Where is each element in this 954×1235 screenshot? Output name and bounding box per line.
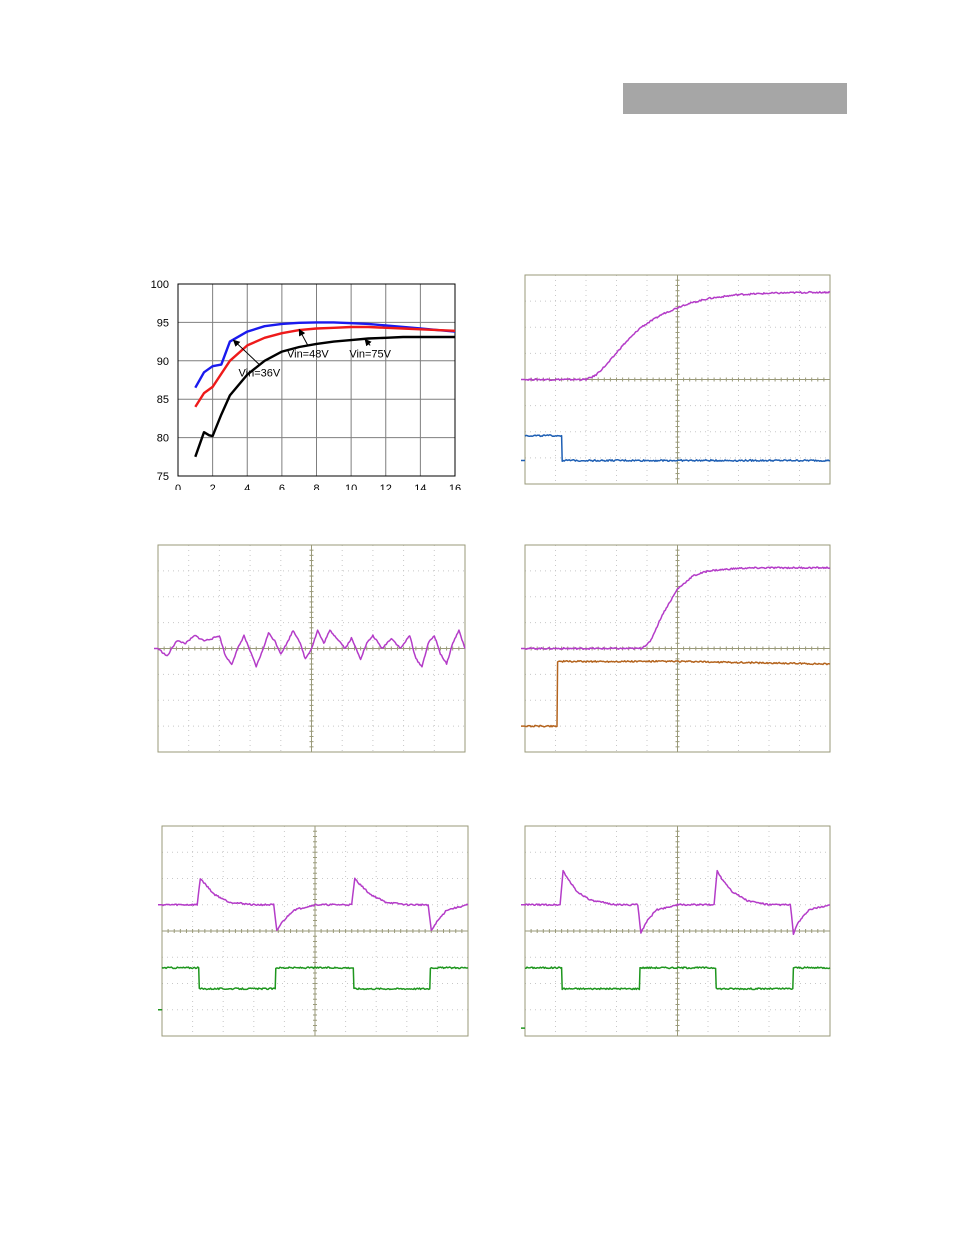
x-tick-label: 2 [210, 483, 216, 490]
efficiency-chart: 0 2 4 6 8 10 12 14 16 75 80 85 90 95 100 Vin=36V Vin=48V… [151, 279, 461, 490]
header-bar [623, 83, 847, 114]
trace-line [161, 877, 469, 932]
x-tick-label: 12 [380, 483, 392, 490]
x-tick-label: 0 [175, 483, 181, 490]
annotation-label: Vin=75V [349, 348, 391, 360]
y-tick-label: 100 [151, 279, 169, 291]
x-tick-label: 6 [279, 483, 285, 490]
annotation-arrow [364, 338, 372, 347]
trace-line [524, 290, 831, 382]
trace-line [524, 434, 831, 463]
trace-line [161, 966, 469, 991]
trace-line [524, 966, 831, 991]
scope-frame [524, 825, 831, 1037]
x-tick-label: 16 [449, 483, 461, 490]
y-tick-label: 80 [157, 433, 169, 445]
trace-line [157, 629, 466, 668]
y-tick-label: 75 [157, 471, 169, 483]
y-tick-label: 85 [157, 394, 169, 406]
x-tick-label: 8 [313, 483, 319, 490]
series-line [194, 335, 455, 458]
plot-frame [177, 283, 456, 477]
x-tick-label: 4 [244, 483, 250, 490]
x-tick-label: 10 [345, 483, 357, 490]
x-tick-label: 14 [414, 483, 426, 490]
scope-turn-on-chart [521, 544, 831, 753]
annotation-label: Vin=36V [239, 368, 281, 380]
scope-ripple-chart [154, 544, 466, 753]
trace-line [524, 659, 831, 728]
annotation-arrow [232, 339, 260, 365]
y-tick-label: 90 [157, 356, 169, 368]
scope-startup-chart [521, 274, 831, 485]
series-line [194, 321, 456, 389]
annotation-arrow [298, 328, 309, 346]
trace-line [524, 869, 831, 936]
annotation-label: Vin=48V [287, 348, 329, 360]
scope-transient-chart-right [521, 825, 831, 1037]
series-line [194, 325, 456, 408]
scope-transient-chart-left [158, 825, 469, 1037]
trace-line [524, 566, 831, 651]
scope-frame [161, 825, 469, 1037]
y-tick-label: 95 [157, 317, 169, 329]
